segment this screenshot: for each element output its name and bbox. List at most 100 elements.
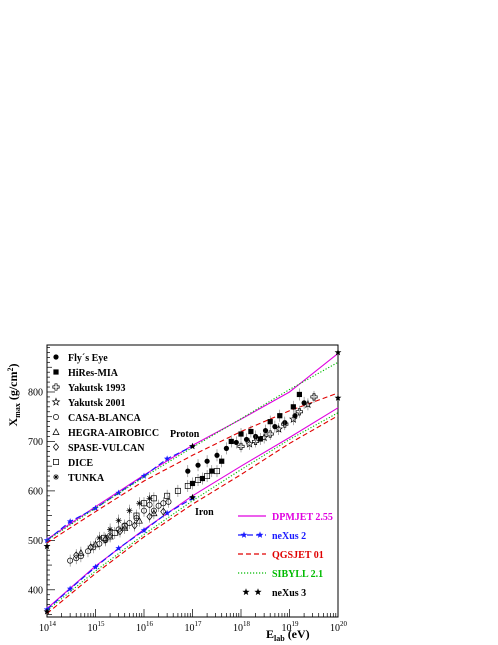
data-point [204,473,211,480]
data-point [195,477,201,483]
x-tick-label: 1016 [136,620,154,634]
experiment-points [67,388,318,567]
data-point [160,507,167,516]
nexus2-star-point [92,563,99,570]
data-point [73,551,80,560]
data-point [150,509,158,517]
data-point [96,534,103,541]
x-tick-label: 1015 [88,620,106,634]
data-point [214,452,220,458]
data-point [277,413,283,419]
nexus2-star-point [140,527,148,534]
data-point [204,458,210,464]
y-tick-label: 600 [28,486,43,497]
data-point [237,442,245,450]
y-tick-label: 400 [28,585,43,596]
legend-marker [53,474,59,480]
legend-star [256,531,264,538]
y-tick-label: 700 [28,437,43,448]
data-point [121,523,128,530]
legend-label: DPMJET 2.55 [272,512,333,523]
legend-star [242,588,250,596]
legend-label: Fly´s Eye [68,353,108,364]
data-point [274,424,284,433]
data-point [185,468,191,474]
model-curves [43,352,339,614]
data-point [262,427,269,434]
legend-marker [53,369,59,375]
legend-marker [52,428,60,435]
nexus2-star-point [115,489,122,496]
legend-label: DICE [68,458,93,469]
legend-label: Yakutsk 2001 [68,398,126,409]
legend-star [254,588,262,596]
data-point [107,526,114,533]
curve-sibyll-2-1-iron [46,412,339,611]
data-point [288,414,298,423]
legend-marker [53,414,59,420]
y-axis: 400 500 600 700 800 [28,347,55,615]
data-point [174,487,181,494]
data-point [259,432,269,442]
data-point [199,475,205,482]
data-point [91,540,100,548]
curve-qgsjet-01-proton [46,392,339,544]
data-point [111,529,118,536]
x-tick-label: 1017 [185,620,203,634]
nexus2-star-point [163,509,171,516]
legend-label: CASA-BLANCA [68,413,142,424]
data-point [303,399,313,409]
x-tick-label: 1014 [39,620,57,634]
nexus2-star-point [66,585,74,592]
x-tick-label: 1019 [282,620,300,634]
data-point [252,437,260,445]
data-point [295,408,303,416]
experiments-legend: Fly´s Eye HiRes-MIA Yakutsk 1993 Yakutsk 20… [51,353,159,484]
iron-annotation: Iron [195,507,214,518]
data-point [67,557,74,564]
y-tick-label: 800 [28,387,43,398]
nexus2-star-point [92,504,99,511]
data-point [290,404,296,410]
x-axis: 1014 1015 1016 1017 1018 1019 1020 [39,609,348,634]
legend-label: HiRes-MIA [68,368,119,379]
legend-marker [52,383,60,391]
data-point [219,458,225,464]
data-point [135,516,143,524]
nexus3-star-point [334,394,342,401]
legend-label: QGSJET 01 [272,550,324,561]
curve-qgsjet-01-iron [46,415,339,614]
data-point [126,507,133,514]
data-point [155,502,162,509]
data-point [223,445,230,451]
legend-label: SIBYLL 2.1 [272,569,323,580]
data-point [248,428,254,435]
nexus2-star-point [163,455,171,462]
data-point [77,548,85,556]
data-point [126,520,133,526]
nexus3-star-point [43,607,51,615]
data-point [146,512,153,521]
proton-annotation: Proton [170,429,200,440]
data-point [267,419,273,425]
data-point [131,521,138,530]
data-point [266,430,274,438]
data-point [164,492,171,499]
data-point [195,462,201,468]
nexus3-star-point [189,493,196,501]
data-point [133,512,140,519]
data-point [136,500,143,507]
legend-marker [52,443,60,451]
y-tick-label: 500 [28,536,43,547]
nexus3-star-point [43,542,51,550]
legend-marker [51,397,61,406]
x-tick-label: 1018 [233,620,251,634]
nexus2-star-point [140,472,148,479]
data-point [214,468,220,475]
data-point [228,438,234,445]
legend-marker [53,459,59,465]
data-point [115,517,122,524]
legend-label: neXus 3 [272,588,306,599]
legend-label: HEGRA-AIROBICC [68,428,159,439]
